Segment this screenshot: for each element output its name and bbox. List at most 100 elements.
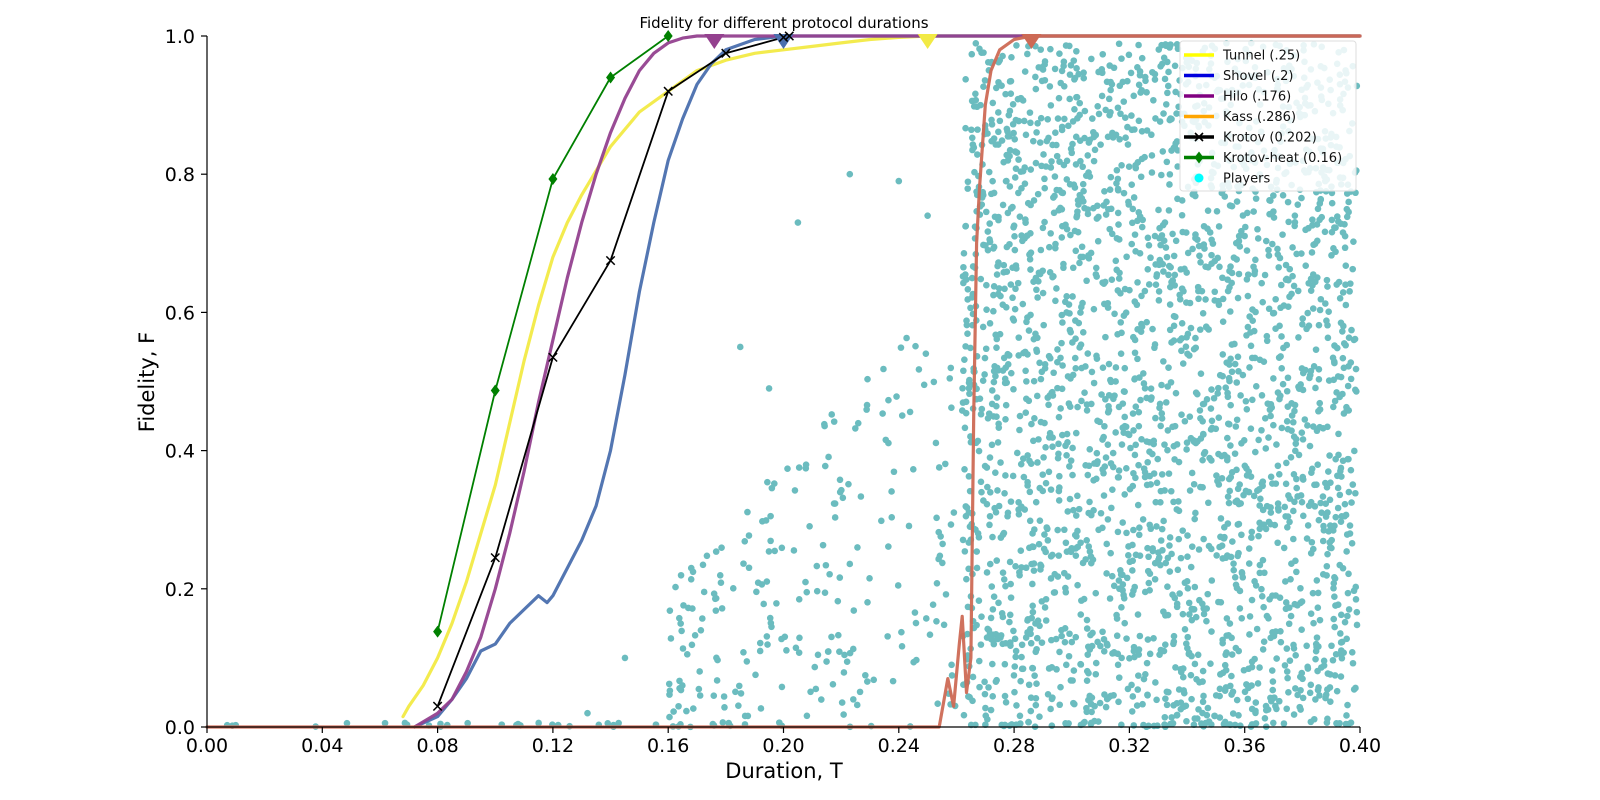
player-point (1044, 116, 1052, 123)
player-point (1294, 691, 1301, 699)
player-point (1252, 256, 1259, 264)
player-point (1249, 306, 1256, 313)
player-point (1140, 675, 1148, 683)
player-point (1135, 646, 1143, 653)
player-point (995, 259, 1002, 266)
player-point (1276, 594, 1284, 601)
player-point (1043, 524, 1051, 531)
player-point (1173, 441, 1181, 448)
player-point (1337, 673, 1345, 680)
player-point (1184, 633, 1192, 641)
player-point (741, 712, 749, 720)
player-point (1072, 633, 1080, 641)
player-point (1122, 134, 1129, 142)
player-point (996, 330, 1004, 338)
player-point (1120, 388, 1128, 395)
player-point (1148, 131, 1155, 139)
x-tick-label: 0.04 (301, 735, 343, 757)
player-point (1234, 294, 1242, 302)
player-point (1054, 573, 1062, 580)
series-line (412, 34, 1362, 729)
player-point (1353, 608, 1361, 616)
player-point (1084, 350, 1092, 357)
player-point (1116, 136, 1123, 143)
player-point (961, 548, 969, 555)
player-point (1248, 682, 1255, 689)
player-point (1007, 369, 1015, 377)
legend-label: Shovel (.2) (1223, 69, 1293, 84)
player-point (1030, 197, 1038, 204)
player-point (1313, 634, 1321, 641)
player-point (1346, 288, 1353, 295)
player-point (1024, 351, 1031, 358)
player-point (1094, 102, 1101, 110)
player-point (1087, 553, 1095, 560)
player-point (1222, 384, 1230, 392)
player-point (1105, 406, 1113, 414)
player-point (1152, 115, 1159, 122)
player-point (1213, 208, 1221, 215)
player-point (1011, 232, 1018, 240)
player-point (1128, 708, 1136, 715)
player-point (1034, 119, 1041, 127)
player-point (1118, 441, 1126, 448)
player-point (803, 712, 811, 720)
player-point (1004, 509, 1012, 517)
player-point (1137, 396, 1144, 404)
player-point (982, 345, 990, 353)
player-point (1331, 342, 1338, 349)
player-point (1345, 407, 1353, 414)
player-point (1132, 441, 1140, 449)
player-point (1277, 638, 1285, 646)
player-point (1081, 389, 1088, 397)
player-point (1208, 628, 1215, 635)
player-point (894, 582, 902, 589)
player-point (1018, 641, 1026, 649)
player-point (863, 406, 870, 413)
player-point (1182, 343, 1190, 351)
player-point (924, 212, 931, 219)
player-point (989, 660, 996, 668)
player-point (1232, 239, 1240, 247)
player-point (906, 408, 914, 416)
player-point (850, 607, 858, 614)
player-point (1134, 217, 1141, 225)
player-point (1322, 513, 1330, 520)
player-point (1131, 336, 1139, 344)
player-point (1054, 454, 1062, 462)
player-point (1133, 702, 1141, 709)
player-point (1136, 250, 1144, 257)
player-point (1096, 699, 1104, 707)
player-point (1299, 315, 1307, 322)
player-point (1035, 540, 1043, 548)
player-point (1165, 207, 1173, 214)
player-point (1023, 232, 1031, 239)
player-point (864, 375, 871, 383)
player-point (1076, 137, 1084, 144)
player-point (962, 398, 970, 406)
player-point (1170, 638, 1178, 645)
player-point (1130, 92, 1138, 100)
player-point (1100, 635, 1108, 643)
legend-item: Players (1194, 172, 1270, 187)
player-point (1153, 271, 1161, 278)
player-point (1030, 137, 1037, 145)
player-point (740, 560, 747, 567)
player-point (1032, 620, 1039, 627)
player-point (1069, 677, 1076, 684)
player-point (795, 464, 803, 471)
player-point (882, 436, 890, 444)
player-point (1325, 377, 1333, 384)
player-point (1164, 427, 1172, 434)
player-point (950, 509, 958, 516)
player-point (1171, 62, 1179, 70)
legend-label: Kass (.286) (1223, 110, 1296, 125)
player-point (1058, 234, 1066, 241)
player-point (983, 281, 990, 289)
player-point (934, 700, 942, 708)
player-point (1315, 516, 1323, 524)
player-point (1326, 671, 1334, 678)
player-point (1153, 479, 1161, 487)
player-point (1216, 263, 1223, 271)
player-point (1029, 664, 1036, 672)
